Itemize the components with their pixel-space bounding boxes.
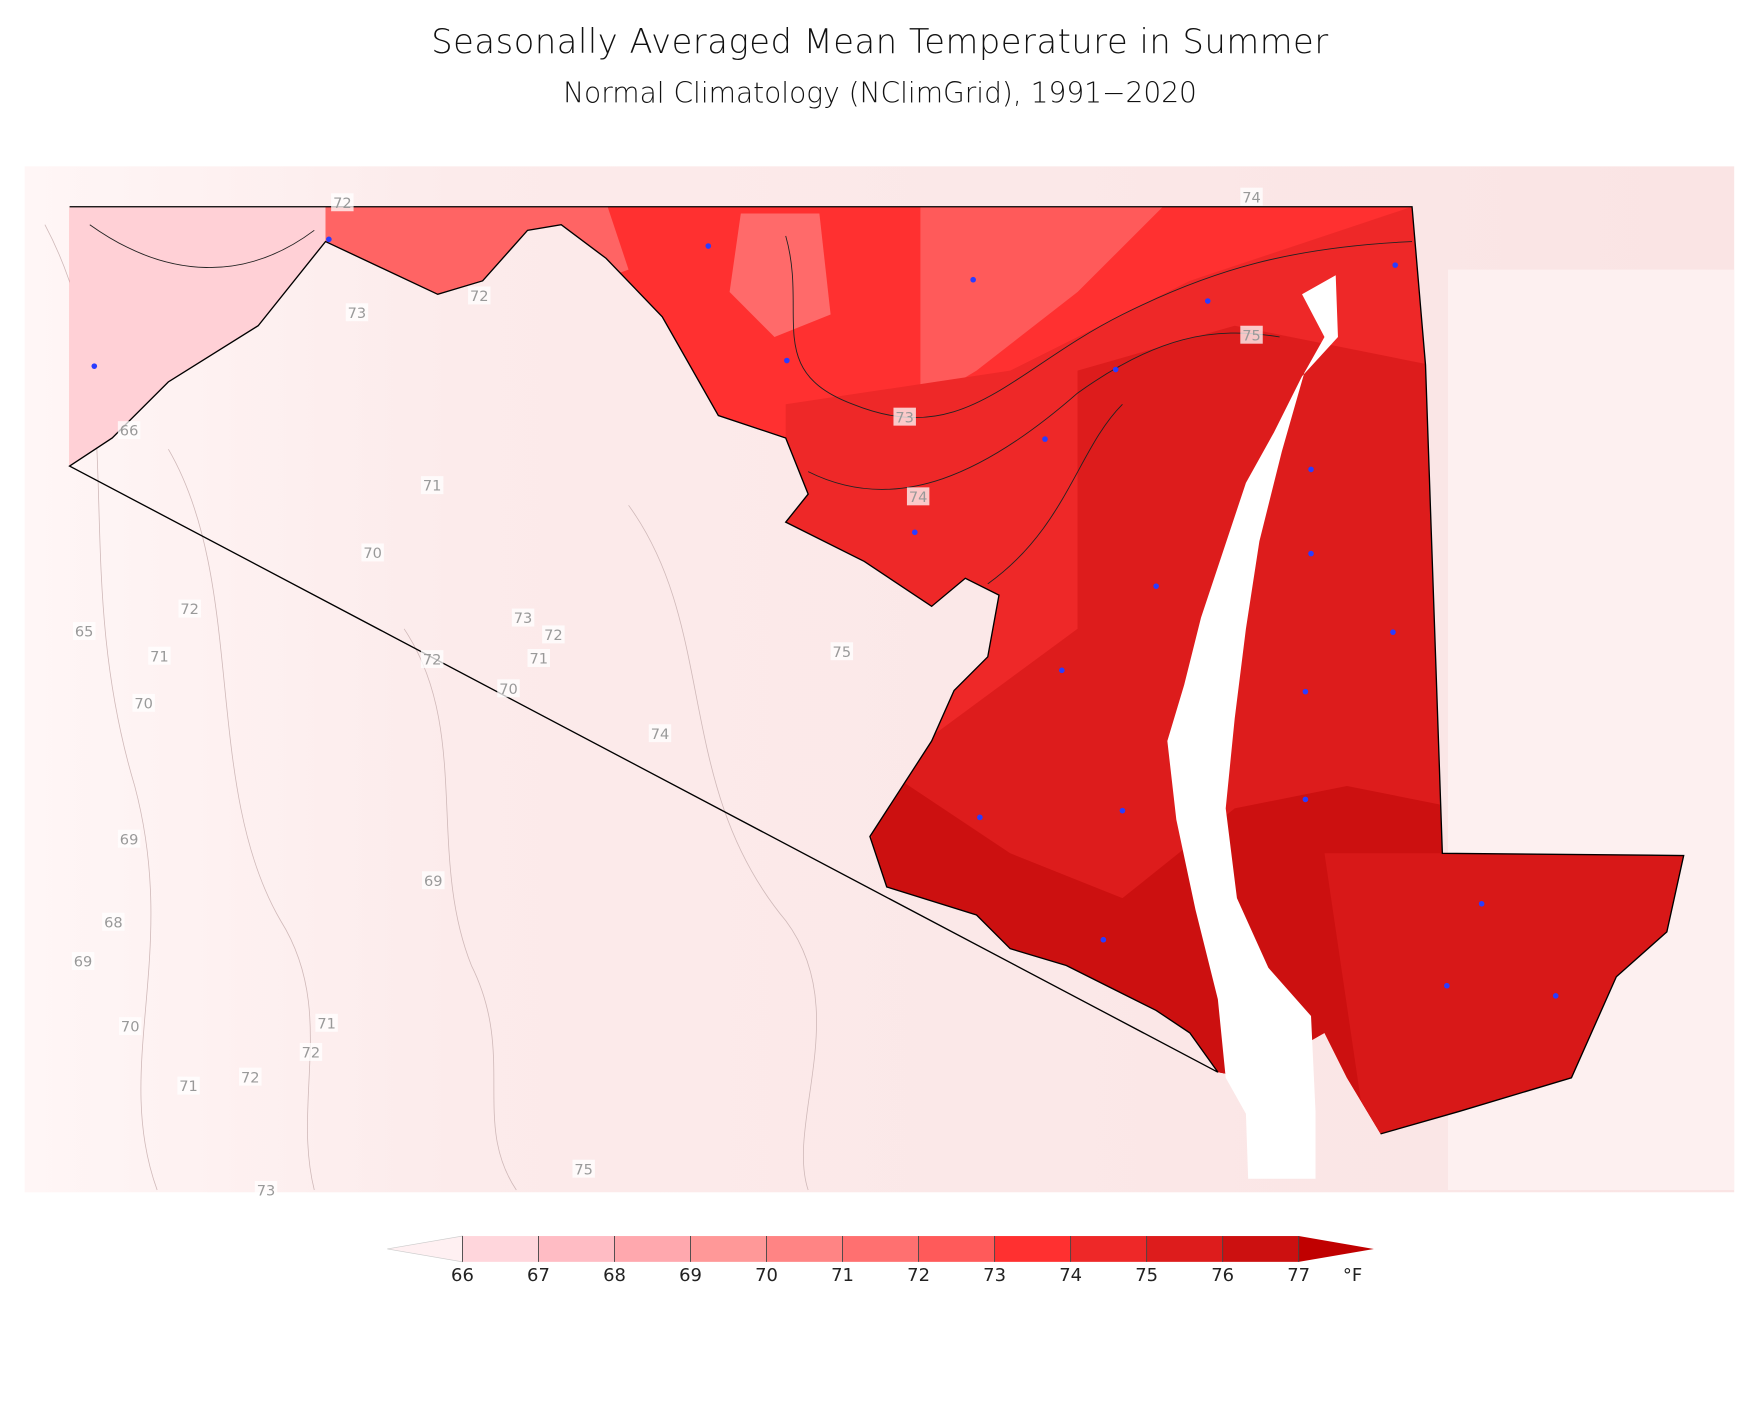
contour-label: 73 bbox=[348, 305, 367, 322]
contour-label-box bbox=[239, 1067, 262, 1086]
contour-label: 66 bbox=[120, 423, 139, 440]
colorbar-tick-label: 75 bbox=[1135, 1265, 1158, 1286]
colorbar-tick-label: 70 bbox=[755, 1265, 778, 1286]
contour-label: 71 bbox=[179, 1078, 198, 1095]
contour-label: 73 bbox=[514, 610, 533, 627]
colorbar-box bbox=[994, 1236, 1071, 1262]
colorbar-tick-label: 67 bbox=[527, 1265, 550, 1286]
contour-label: 71 bbox=[150, 648, 169, 665]
contour-label: 75 bbox=[574, 1161, 593, 1178]
contour-label-box bbox=[497, 679, 520, 698]
contour-label-box bbox=[420, 476, 444, 495]
contour-label-box bbox=[542, 625, 565, 644]
contour-label-box bbox=[118, 1017, 142, 1036]
colorbar-tick-label: 72 bbox=[907, 1265, 930, 1286]
contour-label-box bbox=[572, 1159, 595, 1178]
isotherms bbox=[89, 224, 1413, 585]
contour-label-box bbox=[361, 543, 384, 562]
contour-label: 70 bbox=[499, 681, 518, 698]
contour-label-box bbox=[906, 487, 930, 506]
contour-label-box bbox=[1240, 325, 1263, 344]
contour-label-box bbox=[299, 1042, 323, 1061]
contour-label-box bbox=[830, 642, 854, 661]
contour-label-box bbox=[422, 871, 445, 890]
contour-label: 70 bbox=[121, 1019, 140, 1036]
contour-label-box bbox=[331, 193, 354, 212]
colorbar-box bbox=[766, 1236, 843, 1262]
contour-label: 74 bbox=[1242, 189, 1261, 206]
contour-label-box bbox=[527, 649, 550, 667]
colorbar-box bbox=[1070, 1236, 1147, 1262]
contour-label: 70 bbox=[363, 545, 382, 562]
colorbar-extend-high bbox=[1298, 1236, 1374, 1262]
colorbar-box bbox=[462, 1236, 539, 1262]
contour-label-box bbox=[468, 286, 491, 305]
contour-label: 73 bbox=[895, 409, 914, 426]
colorbar-tick-label: 77 bbox=[1287, 1265, 1310, 1286]
contour-label: 72 bbox=[333, 195, 352, 212]
contour-label-box bbox=[71, 952, 95, 971]
contour-label: 72 bbox=[302, 1045, 321, 1062]
contour-label: 71 bbox=[529, 651, 548, 668]
contour-label-box bbox=[102, 912, 125, 931]
contour-label: 71 bbox=[317, 1015, 336, 1032]
colorbar-tick-label: 66 bbox=[451, 1265, 474, 1286]
contour-label: 69 bbox=[74, 954, 93, 971]
contour-label-box bbox=[511, 608, 535, 627]
contour-label: 70 bbox=[134, 695, 153, 712]
contour-label: 72 bbox=[544, 627, 563, 644]
contour-label-box bbox=[117, 829, 141, 848]
contour-label: 72 bbox=[470, 288, 489, 305]
contour-label: 72 bbox=[241, 1069, 260, 1086]
contour-label: 71 bbox=[423, 478, 442, 495]
contour-label-box bbox=[148, 646, 171, 665]
colorbar-box bbox=[690, 1236, 767, 1262]
stations bbox=[91, 236, 1559, 999]
colorbar-tick-label: 73 bbox=[983, 1265, 1006, 1286]
contour-label-box bbox=[893, 407, 916, 426]
state-border bbox=[68, 206, 1685, 1135]
colorbar-tick-label: 76 bbox=[1211, 1265, 1234, 1286]
contour-label: 72 bbox=[180, 601, 199, 618]
contour-label: 65 bbox=[75, 624, 94, 641]
map-subtitle: Normal Climatology (NClimGrid), 1991−202… bbox=[563, 76, 1197, 109]
colorbar-tick-label: 74 bbox=[1059, 1265, 1082, 1286]
colorbar-tick-label: 69 bbox=[679, 1265, 702, 1286]
contour-label: 69 bbox=[120, 831, 139, 848]
contour-label: 74 bbox=[651, 726, 670, 743]
contour-label: 72 bbox=[423, 652, 442, 669]
colorbar-tick-label: 68 bbox=[603, 1265, 626, 1286]
colorbar-unit: °F bbox=[1343, 1265, 1362, 1286]
colorbar-box bbox=[918, 1236, 995, 1262]
contour-label-box bbox=[420, 650, 444, 669]
colorbar-box bbox=[1222, 1236, 1299, 1262]
contour-label-box bbox=[315, 1013, 338, 1032]
colorbar-box bbox=[538, 1236, 615, 1262]
map-title: Seasonally Averaged Mean Temperature in … bbox=[431, 22, 1329, 61]
colorbar-tick-label: 71 bbox=[831, 1265, 854, 1286]
contour-label: 74 bbox=[909, 489, 928, 506]
contour-label-box bbox=[177, 1076, 200, 1095]
colorbar-extend-low bbox=[387, 1235, 463, 1263]
chesapeake-bay bbox=[1167, 275, 1338, 1179]
colorbar-box bbox=[842, 1236, 919, 1262]
contour-label-box bbox=[117, 421, 141, 440]
contour-label-box bbox=[72, 622, 96, 641]
contour-label-box bbox=[648, 724, 672, 743]
contour-label-box bbox=[345, 303, 369, 322]
contour-label: 75 bbox=[833, 644, 852, 661]
contour-label: 75 bbox=[1242, 327, 1261, 344]
contour-label: 69 bbox=[424, 873, 443, 890]
colorbar-box bbox=[1146, 1236, 1223, 1262]
colorbar-box bbox=[614, 1236, 691, 1262]
contour-label-box bbox=[132, 693, 155, 712]
contour-label-box bbox=[1240, 187, 1263, 206]
contour-label-box bbox=[254, 1181, 278, 1199]
contour-label-box bbox=[178, 599, 201, 618]
contour-label: 73 bbox=[257, 1183, 276, 1200]
contour-label: 68 bbox=[104, 914, 123, 931]
